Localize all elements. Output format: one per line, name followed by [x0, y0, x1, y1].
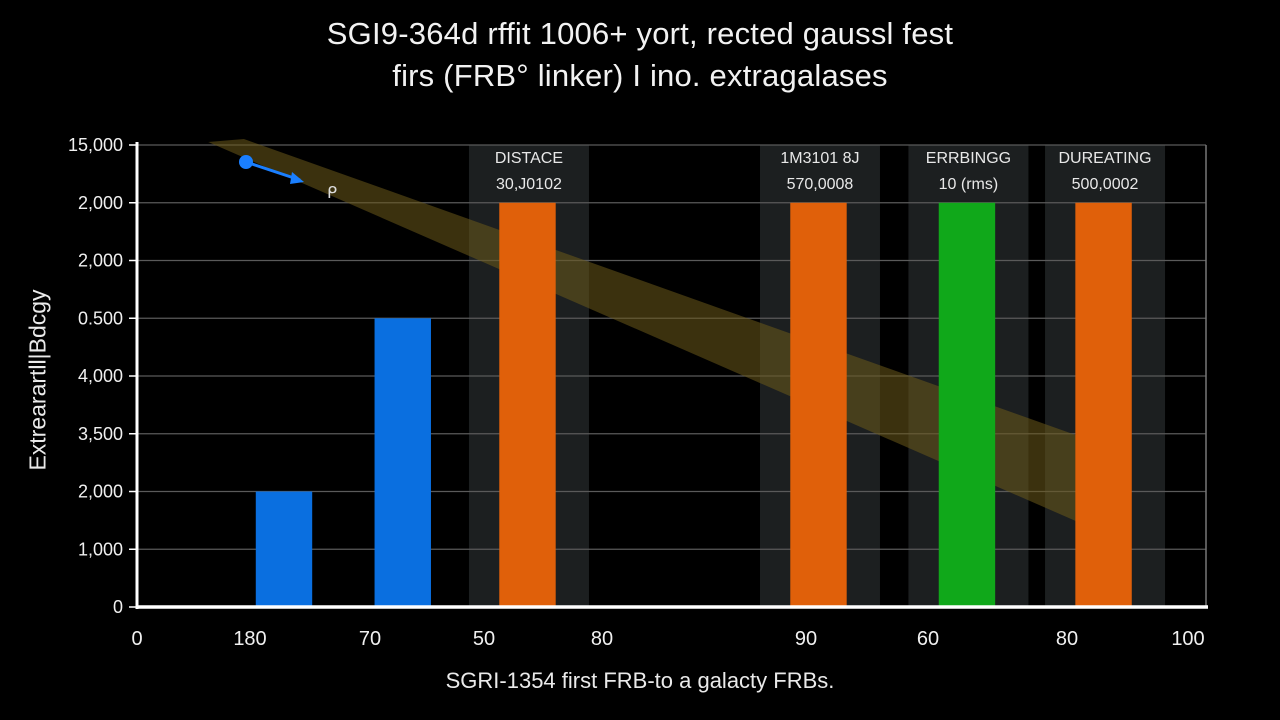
y-axis-label: Extrearartll|Bdcgy — [24, 289, 51, 471]
x-tick-label: 60 — [917, 628, 939, 650]
x-tick-label: 80 — [591, 628, 613, 650]
x-tick-label: 0 — [131, 628, 142, 650]
x-tick-label: 100 — [1171, 628, 1204, 650]
bar-panel-value: 10 (rms) — [939, 176, 999, 193]
x-tick-label: 80 — [1056, 628, 1078, 650]
bar — [938, 202, 996, 607]
chart-title-line-1: SGI9-364d rffit 1006+ yort, rected gauss… — [326, 16, 954, 51]
bar — [374, 318, 431, 607]
x-axis-label: SGRI-1354 first FRB-to a galacty FRBs. — [445, 668, 835, 693]
y-tick-label: 1,000 — [78, 539, 123, 559]
bar-panel-label: DUREATING — [1059, 150, 1152, 167]
y-tick-label: 0 — [113, 597, 123, 617]
bar-panel-value: 570,0008 — [787, 176, 854, 193]
y-tick-label: 2,000 — [78, 193, 123, 213]
bar-panel-label: 1M3101 8J — [780, 150, 859, 167]
bar-panel-label: ERRBINGG — [926, 150, 1011, 167]
x-tick-label: 50 — [473, 628, 495, 650]
x-tick-label: 180 — [233, 628, 266, 650]
bar — [790, 202, 847, 607]
bar-panel-value: 500,0002 — [1072, 176, 1139, 193]
bar-panel-label: DISTACE — [495, 150, 563, 167]
y-tick-label: 2,000 — [78, 251, 123, 271]
y-tick-label: 0.500 — [78, 308, 123, 328]
y-tick-label: 2,000 — [78, 482, 123, 502]
bar — [499, 202, 556, 607]
annotation-arrowhead — [290, 172, 304, 184]
annotation-arrow-line — [245, 160, 301, 182]
chart-title-line-2: firs (FRB° linker) I ino. extragalases — [392, 58, 888, 93]
bar — [1075, 202, 1132, 607]
y-tick-label: 3,500 — [78, 424, 123, 444]
y-tick-label: 4,000 — [78, 366, 123, 386]
bar — [255, 491, 313, 607]
annotation-marker: ᑭ — [327, 183, 337, 202]
y-tick-label: 15,000 — [68, 135, 123, 155]
x-tick-label: 70 — [359, 628, 381, 650]
x-tick-label: 90 — [795, 628, 817, 650]
bar-panel-value: 30,J0102 — [496, 176, 562, 193]
trend-band — [208, 139, 1121, 538]
